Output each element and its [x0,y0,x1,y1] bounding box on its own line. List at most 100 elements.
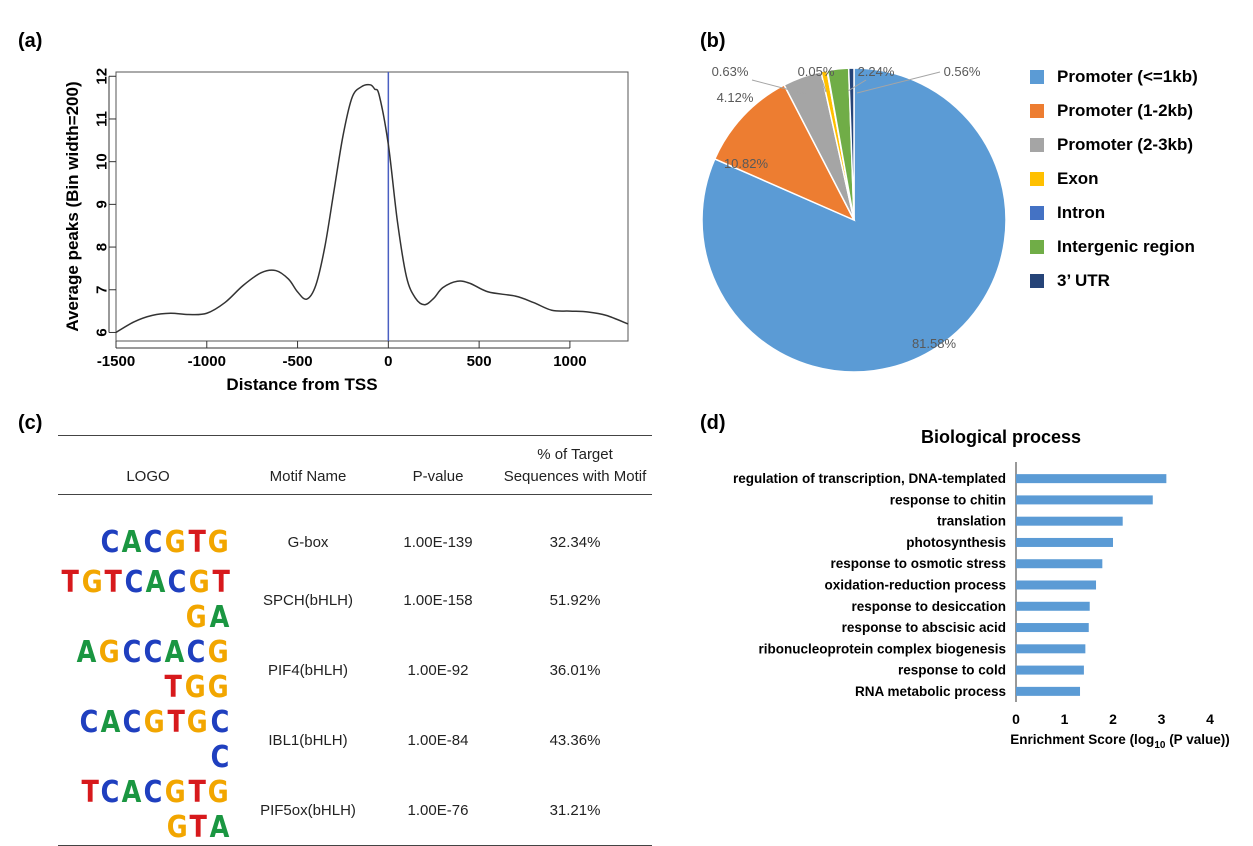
go-enrichment-bar-chart: Biological process regulation of transcri… [733,427,1230,751]
y-tick-label: 11 [94,111,111,127]
motif-percent: 32.34% [549,533,601,551]
pie-leader-line [856,71,941,94]
legend-swatch [1030,70,1044,84]
enrichment-bar [1016,474,1167,484]
motif-logo-cell: T C A C G T GG T A [58,775,238,846]
x-tick-label: 3 [1158,711,1166,727]
legend-label: Promoter (<=1kb) [1057,67,1198,86]
x-tick-label: 2 [1109,711,1117,727]
pie-legend: Promoter (<=1kb) Promoter (1-2kb) Promoter… [1030,60,1198,298]
legend-item: 3’ UTR [1030,264,1198,298]
panel-label-d: (d) [700,412,726,434]
legend-swatch [1030,104,1044,118]
motif-pvalue: 1.00E-158 [403,591,473,609]
motif-percent: 51.92% [549,591,601,609]
pie-value-label: 2.24% [858,64,895,79]
bar-category-label: RNA metabolic process [855,684,1006,699]
x-tick-label: 1000 [553,353,586,370]
motif-pvalue: 1.00E-92 [407,661,469,679]
bar-category-label: oxidation-reduction process [824,578,1006,593]
motif-table: LOGO Motif Name P-value % of Target Sequ… [58,435,652,846]
enrichment-bar [1016,495,1153,505]
enrichment-bar [1016,644,1086,654]
y-tick-label: 10 [94,153,111,170]
pie-leader-line [847,79,867,92]
bar-chart-title: Biological process [921,427,1081,447]
x-axis-label: Enrichment Score (log10 (P value)) [1010,732,1229,751]
x-tick-label: -500 [283,353,313,370]
enrichment-bar [1016,601,1090,611]
enrichment-bar [1016,686,1081,696]
motif-logo: C A C G T G CC [79,705,230,775]
x-axis-label: Distance from TSS [226,375,377,394]
motif-name: IBL1(bHLH) [268,731,348,749]
pie-slice [701,67,1007,373]
y-axis-label: Average peaks (Bin width=200) [63,81,82,331]
bar-category-label: response to cold [898,663,1006,678]
bar-category-label: response to osmotic stress [830,556,1006,571]
motif-name: PIF5ox(bHLH) [260,801,356,819]
header-pvalue: P-value [412,468,464,485]
legend-label: Promoter (1-2kb) [1057,101,1194,120]
bar-category-label: photosynthesis [906,535,1006,550]
legend-item: Promoter (1-2kb) [1030,94,1198,128]
bar-category-label: regulation of transcription, DNA-templat… [733,471,1006,486]
motif-percent: 36.01% [549,661,601,679]
bar-category-label: ribonucleoprotein complex biogenesis [758,641,1006,656]
legend-swatch [1030,240,1044,254]
panel-label-b: (b) [700,30,726,52]
pie-leader-line [751,79,822,99]
genomic-distribution-pie-chart: 81.58% 10.82% 4.12% 0.63% 0.05% 2.24% 0.56% [701,64,1007,373]
motif-table-panel: LOGO Motif Name P-value % of Target Sequ… [0,410,670,846]
motif-row: T G T C A C G TG A SPCH(bHLH) 1.00E-158 51.92% [58,565,652,635]
legend-label: 3’ UTR [1057,271,1110,290]
motif-logo: T C A C G T GG T A [80,775,229,845]
legend-label: Intron [1057,203,1106,222]
x-tick-label: 0 [384,353,392,370]
x-tick-label: -1500 [97,353,135,370]
pie-value-label: 81.58% [912,336,957,351]
y-tick-label: 8 [94,243,111,251]
y-tick-label: 12 [94,68,111,85]
enrichment-bar [1016,665,1084,675]
legend-label: Promoter (2-3kb) [1057,135,1194,154]
motif-logo-cell: A G C C A C GT G G [58,635,238,705]
motif-logo: A G C C A C GT G G [76,635,229,705]
x-tick-label: 0 [1012,711,1020,727]
motif-logo: T G T C A C G TG A [61,565,230,635]
motif-row: C A C G T G G-box 1.00E-139 32.34% [58,495,652,566]
motif-percent: 43.36% [549,731,601,749]
panel-label-c: (c) [18,412,43,434]
motif-logo-cell: C A C G T G CC [58,705,238,775]
x-tick-label: 1 [1061,711,1069,727]
y-tick-label: 6 [94,328,111,336]
enrichment-bar [1016,623,1089,633]
legend-item: Intergenic region [1030,230,1198,264]
pie-value-label: 0.63% [712,64,749,79]
x-tick-label: -1000 [188,353,226,370]
motif-name: G-box [287,533,329,551]
pie-value-label: 10.82% [724,156,769,171]
x-tick-label: 4 [1206,711,1214,727]
peak-distribution-line-chart: -1500 -1000 -500 0 500 1000 6 7 8 9 10 11 12 Distance… [63,68,629,394]
enrichment-bar [1016,559,1103,569]
motif-table-header: LOGO Motif Name P-value % of Target Sequ… [58,435,652,495]
motif-name: PIF4(bHLH) [267,661,349,679]
pie-leader-line [821,79,827,93]
legend-swatch [1030,138,1044,152]
pie-value-label: 0.56% [944,64,981,79]
motif-name: SPCH(bHLH) [262,591,353,609]
motif-logo-cell: T G T C A C G TG A [58,565,238,635]
motif-pvalue: 1.00E-76 [407,801,469,819]
legend-label: Exon [1057,169,1099,188]
legend-item: Promoter (2-3kb) [1030,128,1198,162]
header-percent: % of Target Sequences with Motif [503,446,647,485]
enrichment-bar [1016,537,1113,547]
bar-category-label: translation [937,514,1006,529]
motif-pvalue: 1.00E-139 [403,533,473,551]
legend-label: Intergenic region [1057,237,1195,256]
bar-category-label: response to abscisic acid [842,620,1006,635]
motif-row: C A C G T G CC IBL1(bHLH) 1.00E-84 43.36% [58,705,652,775]
